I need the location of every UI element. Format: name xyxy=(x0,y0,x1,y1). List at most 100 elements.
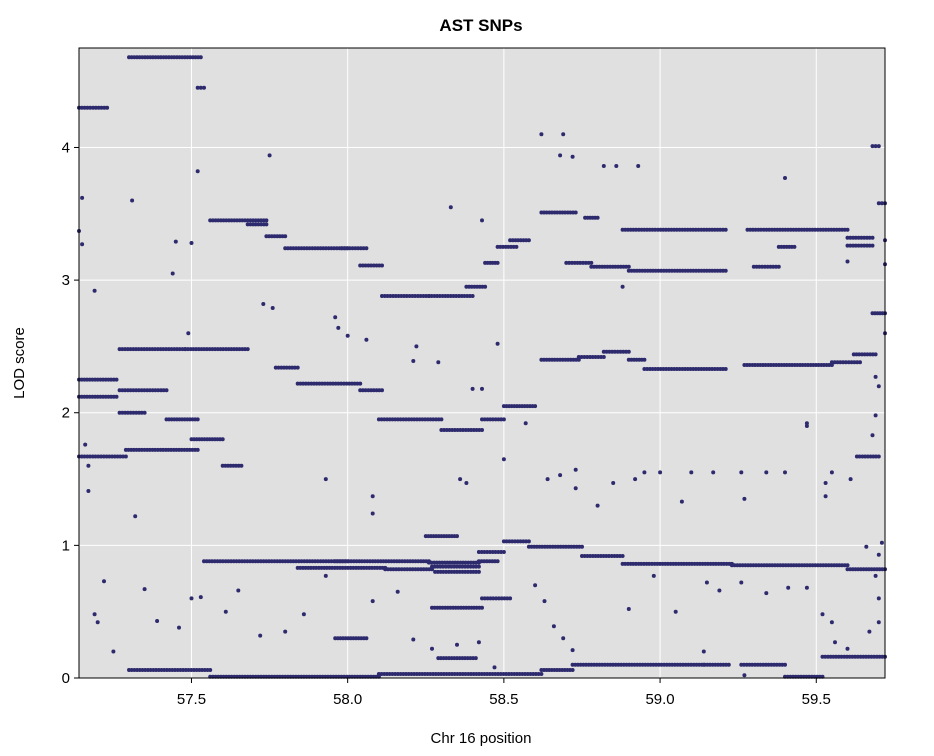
snp-point xyxy=(876,384,881,389)
snp-point xyxy=(358,381,363,386)
x-tick-label: 58.5 xyxy=(489,691,518,708)
snp-point xyxy=(696,227,701,232)
x-tick-label: 59.5 xyxy=(802,691,831,708)
snp-point xyxy=(283,234,288,239)
snp-point xyxy=(876,596,881,601)
snp-point xyxy=(499,417,504,422)
snp-point xyxy=(750,662,755,667)
snp-point xyxy=(202,85,206,90)
snp-point xyxy=(261,302,266,306)
data-points xyxy=(77,55,887,679)
snp-point xyxy=(418,294,423,298)
snp-point xyxy=(463,672,468,676)
snp-point xyxy=(136,347,141,352)
snp-point xyxy=(86,463,91,468)
snp-point xyxy=(380,388,384,393)
snp-point xyxy=(189,596,194,601)
snp-point xyxy=(771,264,776,269)
snp-point xyxy=(845,259,850,264)
snp-point xyxy=(269,559,274,564)
snp-point xyxy=(473,656,478,661)
snp-point xyxy=(501,457,506,462)
snp-point xyxy=(573,486,578,491)
snp-point xyxy=(576,355,581,359)
snp-point xyxy=(766,662,771,667)
snp-point xyxy=(873,374,878,379)
snp-point xyxy=(131,388,136,393)
snp-point xyxy=(620,554,625,558)
snp-point xyxy=(399,567,404,572)
snp-point xyxy=(258,633,263,638)
snp-point xyxy=(545,477,550,482)
snp-point xyxy=(186,331,191,336)
snp-point xyxy=(480,386,484,391)
snp-point xyxy=(405,567,410,572)
snp-point xyxy=(614,164,619,168)
snp-point xyxy=(439,417,444,422)
snp-point xyxy=(371,388,376,393)
x-axis-ticks: 57.5 58.0 58.5 59.0 59.5 xyxy=(177,678,831,708)
snp-point xyxy=(111,649,116,654)
snp-point xyxy=(862,235,867,240)
snp-point xyxy=(433,569,438,574)
snp-point xyxy=(428,672,433,676)
snp-point xyxy=(431,417,436,422)
snp-point xyxy=(480,596,484,601)
snp-point xyxy=(96,105,101,110)
snp-point xyxy=(345,333,350,338)
snp-point xyxy=(711,470,716,475)
snp-point xyxy=(573,210,578,215)
snp-point xyxy=(153,347,158,352)
snp-point xyxy=(382,417,387,422)
snp-point xyxy=(499,596,504,601)
snp-point xyxy=(399,294,404,298)
snp-point xyxy=(131,410,136,415)
snp-point xyxy=(523,421,528,426)
snp-point xyxy=(845,563,850,568)
snp-point xyxy=(91,105,96,110)
snp-point xyxy=(508,596,513,601)
snp-point xyxy=(823,654,828,659)
snp-point xyxy=(841,360,846,365)
y-axis-label: LOD score xyxy=(11,327,28,399)
snp-point xyxy=(96,454,101,459)
snp-point xyxy=(80,195,85,200)
snp-point xyxy=(198,85,203,90)
snp-point xyxy=(264,222,269,227)
snp-point xyxy=(820,612,825,617)
snp-point xyxy=(105,105,110,110)
snp-point xyxy=(322,381,327,386)
snp-point xyxy=(170,271,175,276)
snp-point xyxy=(128,410,133,415)
snp-point xyxy=(79,105,84,110)
snp-point xyxy=(454,564,459,569)
snp-point xyxy=(385,567,390,572)
snp-point xyxy=(186,668,191,672)
snp-point xyxy=(347,246,352,251)
snp-point xyxy=(449,569,454,574)
snp-point xyxy=(865,454,870,459)
snp-point xyxy=(276,365,281,370)
snp-point xyxy=(856,243,861,248)
snp-point xyxy=(855,654,860,659)
snp-point xyxy=(476,550,481,554)
snp-point xyxy=(843,360,848,365)
snp-point xyxy=(642,357,647,362)
snp-point xyxy=(876,144,881,149)
snp-point xyxy=(125,410,130,415)
snp-point xyxy=(80,242,85,247)
snp-point xyxy=(82,454,87,459)
snp-point xyxy=(457,569,462,574)
snp-point xyxy=(424,567,429,572)
snp-point xyxy=(792,244,797,249)
snp-point xyxy=(848,477,853,482)
snp-point xyxy=(626,607,631,611)
snp-point xyxy=(301,612,306,617)
snp-point xyxy=(499,550,504,554)
snp-point xyxy=(385,294,390,298)
snp-point xyxy=(123,388,128,393)
snp-point xyxy=(578,260,583,265)
snp-point xyxy=(615,349,620,354)
snp-point xyxy=(870,235,875,240)
snp-point xyxy=(221,347,226,352)
